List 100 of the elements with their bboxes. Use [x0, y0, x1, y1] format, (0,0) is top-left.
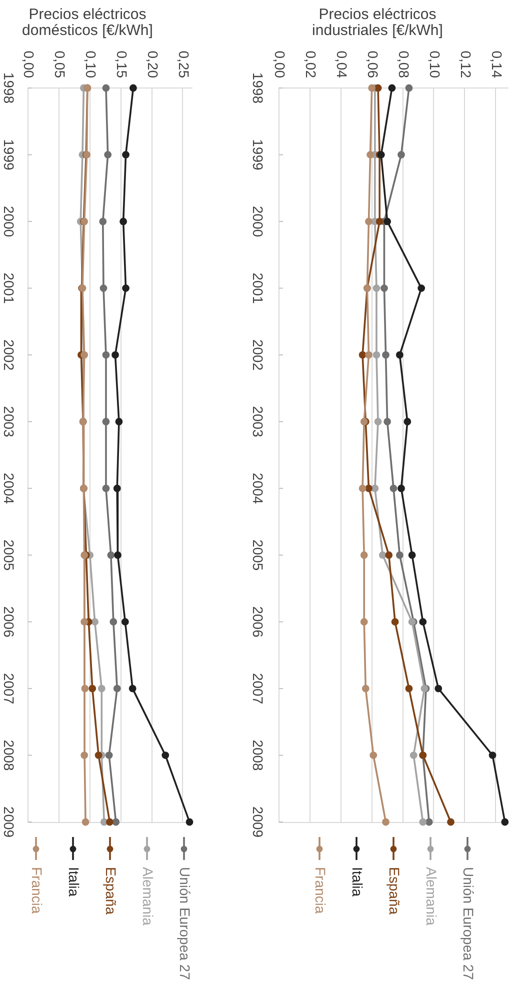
- y-tick-label: 2009: [1, 806, 18, 838]
- point: [102, 484, 110, 492]
- point: [366, 151, 374, 158]
- point: [106, 818, 114, 826]
- y-tick-label: 2008: [1, 740, 18, 772]
- point: [122, 151, 130, 158]
- x-tick-label: 0,08: [396, 50, 412, 78]
- y-tick-label: 2005: [1, 540, 18, 571]
- x-tick-label: 0,04: [334, 50, 350, 78]
- y-tick-label: 2005: [250, 540, 266, 571]
- legend-label: Italia: [66, 867, 82, 897]
- point: [371, 484, 379, 492]
- point: [398, 151, 405, 158]
- y-tick-label: 2006: [250, 606, 266, 638]
- point: [385, 551, 393, 559]
- point: [130, 84, 137, 92]
- legend-label: Alemania: [424, 867, 440, 926]
- point: [81, 684, 89, 692]
- point: [91, 618, 99, 626]
- legend-label: España: [103, 867, 120, 915]
- point: [122, 284, 130, 292]
- point: [365, 484, 372, 492]
- y-tick-label: 2004: [1, 472, 18, 504]
- point: [425, 818, 433, 826]
- y-tick-label: 1998: [250, 72, 266, 104]
- legend-label: Italia: [350, 867, 366, 897]
- point: [384, 418, 392, 426]
- point: [368, 84, 376, 92]
- y-tick-label: 1999: [1, 139, 18, 171]
- point: [405, 684, 413, 692]
- point: [114, 551, 122, 559]
- y-tick-label: 2001: [1, 272, 18, 304]
- point: [396, 351, 404, 359]
- point: [501, 818, 509, 826]
- point: [382, 818, 390, 826]
- y-tick-label: 2000: [250, 206, 266, 238]
- point: [100, 284, 108, 292]
- y-tick-label: 2002: [250, 339, 266, 371]
- point: [94, 752, 102, 759]
- y-tick-label: 2006: [1, 606, 18, 638]
- point: [372, 284, 380, 292]
- point: [99, 218, 107, 226]
- legend-label: Alemania: [140, 867, 156, 926]
- point: [186, 818, 194, 826]
- point: [391, 618, 399, 626]
- x-tick-label: 0,00: [272, 50, 288, 78]
- point: [365, 218, 372, 226]
- y-tick-label: 1999: [250, 139, 266, 171]
- y-tick-label: 2003: [1, 406, 18, 438]
- y-tick-label: 2003: [250, 406, 266, 438]
- x-tick-label: 0,10: [83, 50, 100, 78]
- x-tick-label: 0,15: [114, 50, 130, 78]
- point: [410, 752, 418, 759]
- point: [112, 818, 120, 826]
- point: [374, 418, 382, 426]
- chart-title: Precios eléctricos industriales [€/kWh]: [311, 6, 444, 39]
- point: [380, 284, 388, 292]
- y-tick-label: 2000: [1, 206, 18, 238]
- y-tick-label: 2008: [250, 740, 266, 772]
- x-tick-label: 0,00: [21, 50, 38, 78]
- point: [447, 818, 454, 826]
- point: [398, 484, 405, 492]
- point: [358, 484, 366, 492]
- point: [80, 752, 88, 759]
- point: [362, 684, 370, 692]
- point: [434, 684, 442, 692]
- point: [98, 684, 106, 692]
- point: [390, 484, 398, 492]
- legend-label: Unión Europea 27: [460, 867, 477, 980]
- x-tick-label: 0,10: [426, 50, 443, 78]
- x-tick-label: 0,05: [52, 50, 68, 78]
- legend-label: Unión Europea 27: [177, 867, 194, 980]
- point: [384, 218, 392, 226]
- point: [360, 551, 368, 559]
- x-tick-label: 0,02: [303, 50, 320, 78]
- point: [419, 618, 427, 626]
- x-tick-label: 0,25: [176, 50, 192, 78]
- point: [120, 218, 128, 226]
- point: [112, 351, 119, 359]
- point: [382, 351, 390, 359]
- point: [115, 418, 123, 426]
- y-tick-label: 2001: [250, 272, 266, 304]
- point: [113, 484, 121, 492]
- point: [419, 818, 427, 826]
- point: [88, 684, 96, 692]
- point: [121, 618, 129, 626]
- point: [372, 351, 380, 359]
- legend-label: Francia: [312, 867, 329, 914]
- point: [404, 418, 412, 426]
- point: [105, 752, 113, 759]
- point: [374, 84, 382, 92]
- y-tick-label: 2004: [250, 472, 266, 504]
- y-tick-label: 2009: [250, 806, 266, 838]
- point: [107, 551, 115, 559]
- y-tick-label: 2007: [250, 672, 266, 704]
- point: [376, 218, 384, 226]
- point: [102, 418, 110, 426]
- point: [378, 551, 386, 559]
- point: [113, 684, 121, 692]
- x-tick-label: 0,20: [144, 50, 161, 78]
